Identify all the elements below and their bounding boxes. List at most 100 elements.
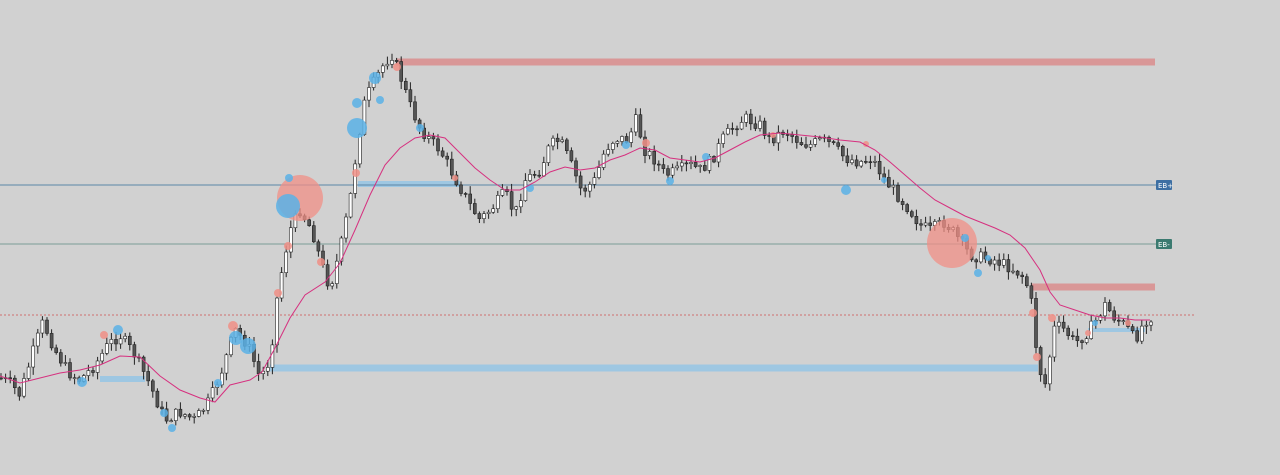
- candle-body: [1135, 330, 1139, 342]
- candle-body: [702, 165, 707, 171]
- blue-bubble: [985, 255, 991, 261]
- candle-body: [1034, 298, 1038, 348]
- candle-body: [128, 335, 132, 345]
- candle-body: [54, 347, 59, 353]
- candle-body: [192, 416, 196, 418]
- candle-body: [1080, 340, 1084, 343]
- candle-body: [334, 260, 339, 284]
- candle-body: [615, 141, 620, 144]
- blue-bubble: [352, 98, 362, 108]
- candle-body: [560, 139, 565, 142]
- candle-body: [183, 414, 187, 417]
- candle-body: [45, 319, 49, 334]
- candle-body: [564, 139, 569, 151]
- blue-bubble: [113, 325, 123, 335]
- candle-body: [785, 134, 790, 136]
- blue-bubble: [160, 409, 168, 417]
- candle-body: [725, 128, 730, 135]
- red-bubble: [393, 63, 401, 71]
- candle-body: [1020, 274, 1025, 278]
- candle-body: [928, 222, 933, 226]
- candle-body: [385, 63, 390, 67]
- blue-bubble: [881, 177, 887, 183]
- blue-bubble: [214, 379, 222, 387]
- candle-body: [118, 338, 123, 345]
- candle-body: [661, 164, 666, 169]
- blue-bubble: [974, 269, 982, 277]
- candle-body: [367, 87, 371, 101]
- candle-body: [311, 225, 316, 243]
- candle-body: [587, 184, 592, 192]
- candle-body: [357, 134, 362, 165]
- red-bubble: [1125, 320, 1131, 326]
- candle-body: [58, 352, 63, 364]
- candle-body: [380, 65, 385, 73]
- candle-body: [86, 370, 91, 376]
- level-tags-layer: EB+ EB-: [1156, 180, 1173, 249]
- candle-body: [316, 241, 321, 252]
- candle-body: [684, 162, 689, 165]
- candle-body: [1149, 321, 1153, 326]
- candle-body: [555, 137, 560, 142]
- candle-body: [776, 131, 781, 144]
- candle-body: [873, 161, 877, 163]
- candle-body: [1025, 276, 1029, 287]
- blue-bubble: [702, 153, 710, 161]
- candle-body: [633, 114, 638, 133]
- red-bubble: [1029, 309, 1037, 317]
- blue-bubble: [376, 96, 384, 104]
- candle-body: [224, 354, 229, 374]
- candle-body: [551, 137, 555, 147]
- candle-body: [877, 161, 882, 175]
- candle-body: [1052, 325, 1057, 358]
- candle-body: [794, 136, 799, 143]
- candle-body: [495, 195, 500, 210]
- candle-body: [445, 155, 450, 160]
- red-bubble: [317, 258, 325, 266]
- candle-body: [114, 339, 118, 345]
- candle-body: [491, 208, 496, 213]
- candle-body: [408, 89, 413, 103]
- candle-body: [546, 145, 551, 163]
- candle-body: [132, 344, 137, 358]
- candle-body: [275, 297, 279, 346]
- eb-plus-tag[interactable]: EB+: [1156, 180, 1173, 190]
- candle-body: [886, 177, 891, 188]
- candle-body: [265, 367, 270, 372]
- candle-body: [900, 201, 905, 205]
- candle-body: [353, 163, 358, 194]
- candle-body: [601, 153, 606, 168]
- candle-body: [426, 136, 431, 139]
- candle-body: [689, 162, 693, 164]
- candle-body: [146, 371, 150, 382]
- candle-body: [394, 60, 399, 62]
- candle-body: [459, 184, 463, 194]
- candle-body: [638, 114, 643, 138]
- candle-body: [850, 159, 854, 164]
- candle-body: [997, 259, 1002, 266]
- eb-minus-tag[interactable]: EB-: [1156, 239, 1172, 249]
- supply-zone: [396, 58, 1155, 66]
- candle-body: [413, 101, 417, 121]
- candle-body: [95, 360, 100, 373]
- candle-body: [629, 131, 634, 143]
- candle-body: [528, 174, 532, 181]
- candle-body: [1121, 320, 1126, 322]
- candle-body: [270, 344, 275, 368]
- candle-body: [468, 193, 473, 204]
- candle-body: [845, 155, 850, 164]
- candle-body: [647, 151, 652, 156]
- blue-bubble: [168, 424, 176, 432]
- blue-bubble: [77, 377, 87, 387]
- candle-body: [482, 213, 486, 219]
- red-bubble: [770, 132, 776, 138]
- candle-body: [109, 339, 114, 344]
- candle-body: [597, 167, 601, 178]
- candle-body: [123, 335, 127, 340]
- candle-body: [339, 237, 344, 262]
- demand-zone: [100, 376, 145, 382]
- candle-body: [896, 184, 900, 202]
- candle-body: [256, 361, 261, 374]
